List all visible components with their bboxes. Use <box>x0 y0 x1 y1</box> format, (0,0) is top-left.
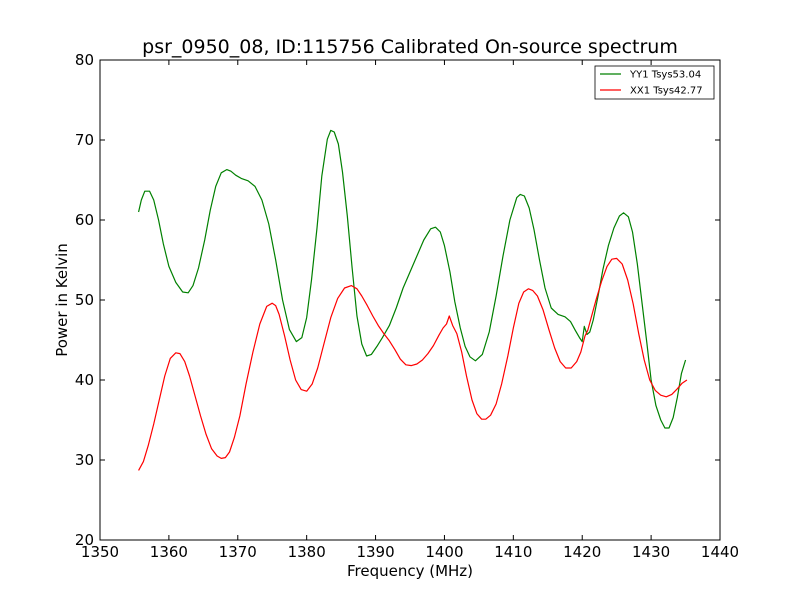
y-axis: 20 30 40 50 60 70 80 <box>75 51 720 549</box>
y-axis-label: Power in Kelvin <box>53 243 71 357</box>
legend-box <box>594 65 715 100</box>
y-tick-label: 30 <box>75 451 94 469</box>
x-tick-label: 1440 <box>701 543 739 561</box>
x-tick-label: 1420 <box>563 543 601 561</box>
x-tick-label: 1430 <box>632 543 670 561</box>
x-axis-label: Frequency (MHz) <box>347 562 473 580</box>
x-axis: 1350 1360 1370 1380 1390 1400 1410 1420 1430 1440 <box>81 60 739 561</box>
legend: YY1 Tsys53.04 XX1 Tsys42.77 <box>594 65 715 100</box>
plot-area <box>99 59 721 541</box>
chart-title: psr_0950_08, ID:115756 Calibrated On-sou… <box>142 36 678 58</box>
y-tick-label: 80 <box>75 51 94 69</box>
x-tick-label: 1390 <box>356 543 394 561</box>
y-tick-label: 70 <box>75 131 94 149</box>
series-line-yy1 <box>137 129 687 429</box>
y-tick-label: 40 <box>75 371 94 389</box>
x-tick-label: 1380 <box>288 543 326 561</box>
plot-background <box>100 60 720 540</box>
x-tick-label: 1360 <box>150 543 188 561</box>
x-tick-label: 1410 <box>494 543 532 561</box>
x-tick-label: 1350 <box>81 543 119 561</box>
series-layer <box>137 129 688 471</box>
series-line-xx1 <box>138 257 688 471</box>
legend-label-yy1: YY1 Tsys53.04 <box>629 70 701 81</box>
legend-label-xx1: XX1 Tsys42.77 <box>630 86 703 97</box>
y-tick-label: 20 <box>75 531 94 549</box>
x-tick-label: 1400 <box>425 543 463 561</box>
y-tick-label: 60 <box>75 211 94 229</box>
x-tick-label: 1370 <box>219 543 257 561</box>
y-tick-label: 50 <box>75 291 94 309</box>
